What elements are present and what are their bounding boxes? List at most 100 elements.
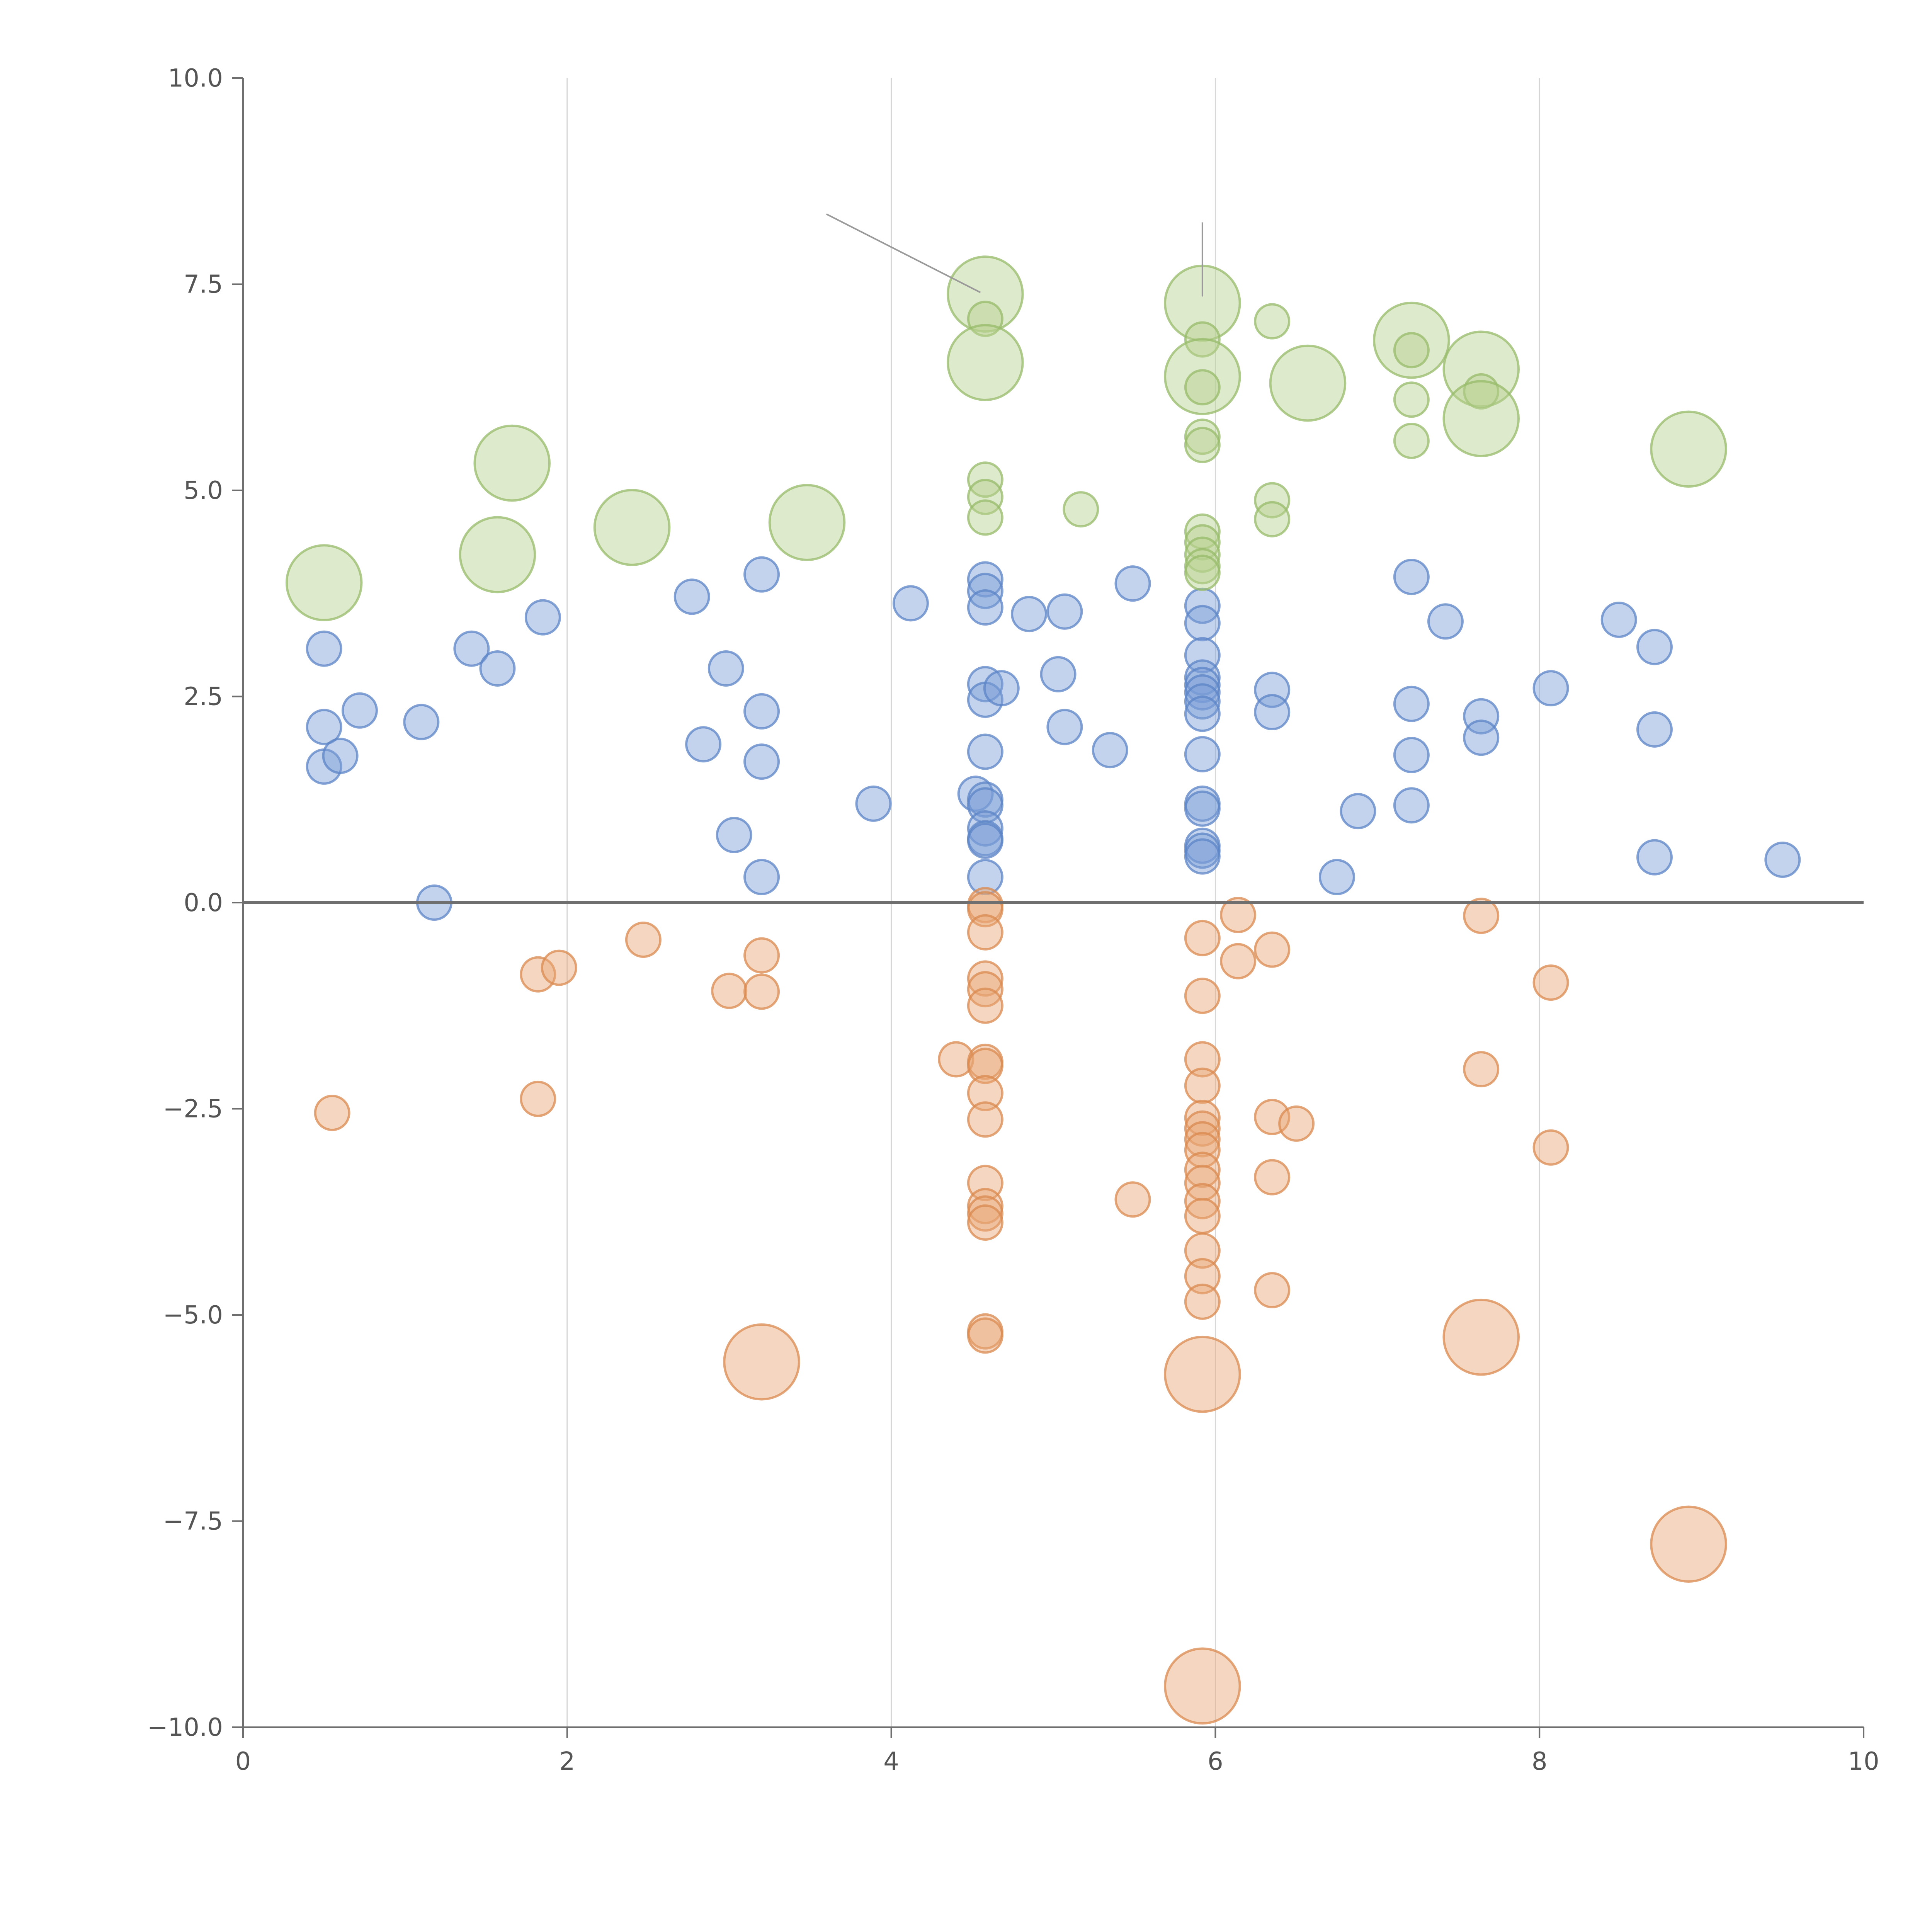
y-tick-label: −5.0 <box>163 1301 223 1330</box>
data-point-positive <box>855 785 892 822</box>
x-tick-label: 0 <box>235 1747 251 1776</box>
data-point-positive <box>743 693 780 730</box>
data-point-negative <box>967 1195 1003 1232</box>
data-point-positive <box>403 704 440 740</box>
data-point-positive <box>1046 593 1083 630</box>
data-point-top <box>1393 381 1430 418</box>
data-point-negative <box>967 1101 1003 1138</box>
data-point-top <box>947 324 1024 401</box>
data-point-negative <box>1184 920 1221 956</box>
data-point-positive <box>1011 596 1048 633</box>
data-point-negative <box>1650 1505 1727 1583</box>
data-point-negative <box>625 922 662 958</box>
data-point-negative <box>541 949 577 986</box>
data-point-positive <box>306 630 342 667</box>
data-point-positive <box>1463 719 1500 756</box>
data-point-negative <box>967 960 1003 997</box>
data-point-top <box>1650 410 1727 488</box>
y-tick-label: −10.0 <box>147 1713 223 1742</box>
data-point-positive <box>1393 787 1430 824</box>
data-point-positive <box>1636 839 1673 876</box>
data-point-positive <box>1636 711 1673 748</box>
data-point-positive <box>983 670 1020 707</box>
data-point-negative <box>1254 1272 1291 1308</box>
data-point-negative <box>1184 1041 1221 1078</box>
data-point-top <box>947 255 1024 333</box>
data-point-top <box>1184 369 1221 406</box>
data-point-positive <box>1040 656 1077 692</box>
data-point-positive <box>322 738 359 774</box>
data-point-negative <box>314 1095 350 1131</box>
data-point-negative <box>1184 978 1221 1014</box>
data-point-negative <box>520 956 556 993</box>
data-point-negative <box>1220 943 1257 980</box>
data-point-top <box>1063 491 1099 528</box>
x-tick-label: 6 <box>1208 1747 1223 1776</box>
y-tick-label: −2.5 <box>163 1095 223 1124</box>
data-point-negative <box>1463 1051 1500 1088</box>
data-point-top <box>1393 422 1430 459</box>
data-point-positive <box>673 578 710 615</box>
data-point-positive <box>1184 790 1221 827</box>
data-point-negative <box>1184 1121 1221 1158</box>
data-point-negative <box>1532 964 1569 1001</box>
data-point-positive <box>707 650 744 687</box>
data-point-positive <box>524 599 561 636</box>
data-point-positive <box>743 743 780 780</box>
x-tick-label: 10 <box>1848 1747 1879 1776</box>
data-point-positive <box>967 733 1003 770</box>
data-point-negative <box>1184 1197 1221 1234</box>
data-point-positive <box>716 817 752 854</box>
bubble-layer <box>285 255 1801 1725</box>
data-point-positive <box>1184 674 1221 711</box>
y-tick-label: 10.0 <box>168 64 223 93</box>
data-point-top <box>473 424 551 502</box>
data-point-negative <box>1184 1232 1221 1269</box>
data-point-negative <box>723 1323 800 1401</box>
data-point-positive <box>1393 685 1430 722</box>
data-point-negative <box>1184 1067 1221 1104</box>
data-point-positive <box>957 776 994 812</box>
data-point-negative <box>967 1048 1003 1084</box>
y-tick-label: −7.5 <box>163 1507 223 1536</box>
data-point-negative <box>1254 931 1291 968</box>
data-point-negative <box>1532 1129 1569 1166</box>
data-point-top <box>1184 427 1221 463</box>
data-point-positive <box>1114 565 1151 602</box>
data-point-positive <box>1046 709 1083 745</box>
data-point-positive <box>1318 859 1355 895</box>
data-point-top <box>1184 418 1221 455</box>
y-tick-label: 5.0 <box>184 476 223 505</box>
data-point-positive <box>1340 793 1376 830</box>
data-point-top <box>1254 303 1291 340</box>
data-point-positive <box>1184 838 1221 875</box>
data-point-negative <box>1114 1181 1151 1218</box>
data-point-top <box>1373 301 1450 379</box>
data-point-negative <box>1463 898 1500 934</box>
data-point-positive <box>1184 683 1221 720</box>
data-point-positive <box>1600 602 1637 638</box>
data-point-positive <box>1764 842 1801 878</box>
data-point-positive <box>967 810 1003 847</box>
data-point-positive <box>1184 736 1221 772</box>
data-point-positive <box>743 859 780 895</box>
data-point-top <box>768 484 846 561</box>
data-point-negative <box>1164 1647 1241 1725</box>
y-tick-label: 0.0 <box>184 889 223 917</box>
data-point-negative <box>1442 1298 1520 1376</box>
data-point-top <box>967 499 1003 536</box>
data-point-top <box>459 516 536 594</box>
y-tick-label: 2.5 <box>184 683 223 711</box>
data-point-negative <box>1254 1159 1291 1196</box>
data-point-top <box>1184 554 1221 591</box>
data-point-negative <box>1164 1335 1241 1413</box>
x-tick-label: 4 <box>883 1747 899 1776</box>
data-point-positive <box>1393 737 1430 774</box>
data-point-positive <box>967 822 1003 859</box>
data-point-negative <box>520 1080 556 1117</box>
data-point-negative <box>1184 1283 1221 1320</box>
data-point-negative <box>967 987 1003 1024</box>
data-point-negative <box>1184 1110 1221 1147</box>
annotation-layer <box>826 213 1203 297</box>
